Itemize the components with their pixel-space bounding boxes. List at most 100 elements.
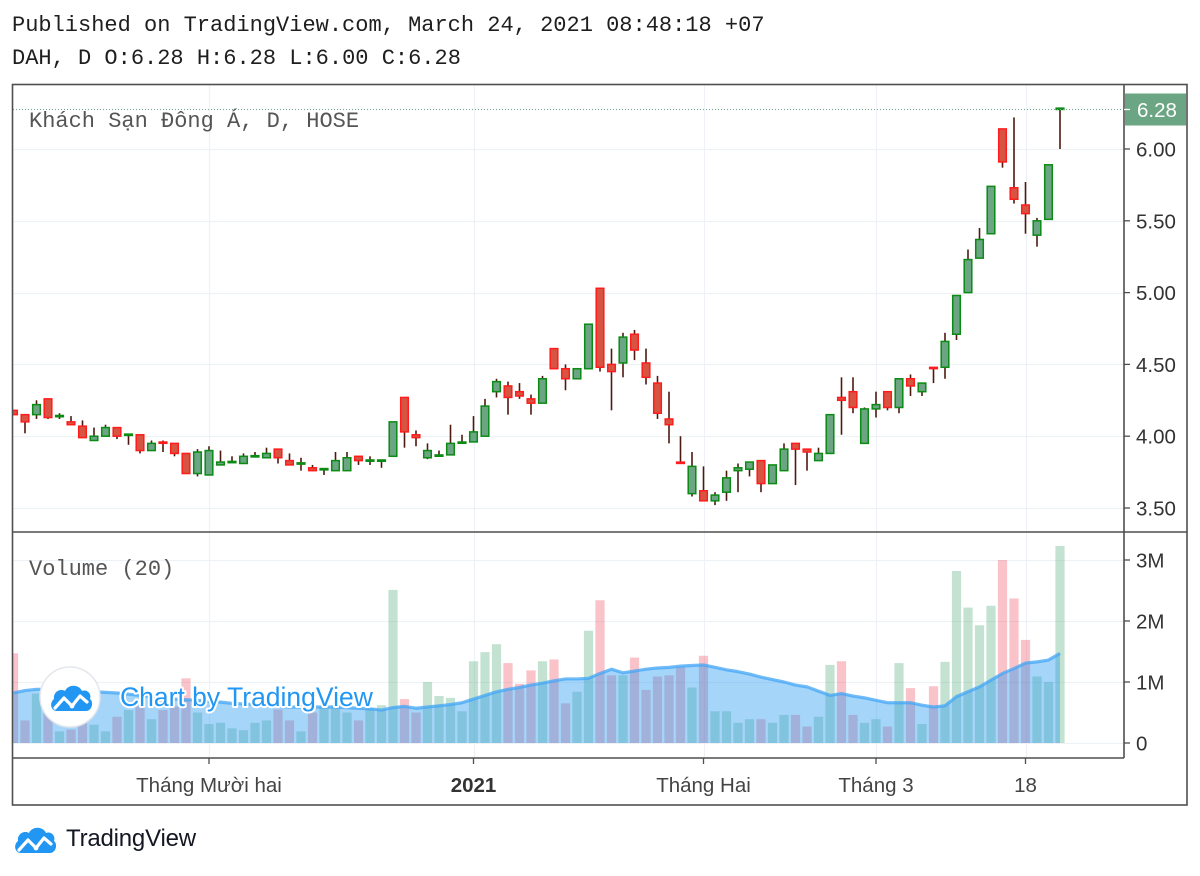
candle-body: [572, 367, 582, 380]
volume-bar: [468, 661, 479, 743]
candle-body: [388, 421, 398, 458]
volume-bar: [399, 699, 410, 743]
candle: [215, 450, 226, 466]
volume-legend[interactable]: Volume (20): [29, 557, 174, 582]
candle: [514, 383, 525, 399]
chart-frame: [11, 83, 1188, 806]
candle-body: [238, 455, 249, 465]
candle: [790, 442, 801, 486]
candle: [319, 467, 329, 475]
candle: [664, 391, 674, 444]
candle: [181, 452, 191, 475]
candle: [710, 492, 720, 506]
volume-axis-label: 3M: [1136, 550, 1164, 573]
volume-bar: [43, 709, 53, 743]
volume-pane-grid: [13, 559, 1123, 745]
candle-body: [468, 431, 479, 443]
candle: [537, 375, 548, 404]
volume-axis-label: 0: [1136, 733, 1147, 756]
footer-logo[interactable]: TradingView: [12, 822, 196, 856]
candle-body: [20, 413, 30, 423]
candle-body: [192, 451, 203, 475]
volume-ma-area: [13, 653, 1060, 743]
volume-bar: [13, 653, 19, 743]
volume-bar: [480, 652, 490, 743]
volume-bar: [641, 689, 651, 743]
volume-bar: [733, 722, 743, 743]
candle: [733, 463, 743, 493]
candle: [238, 453, 249, 465]
candle-body: [146, 442, 157, 452]
volume-bar: [1009, 598, 1019, 743]
candle: [20, 413, 30, 434]
volume-bar: [629, 657, 640, 743]
candle-body: [503, 385, 513, 399]
volume-bar: [422, 682, 433, 743]
time-grid: [208, 85, 1028, 757]
ohlc-close-value: 6.28: [408, 46, 461, 71]
candle: [767, 464, 778, 485]
time-axis[interactable]: Tháng Mười hai 2021 Tháng Hai Tháng 3 18: [136, 758, 1037, 797]
candle-body: [411, 434, 421, 439]
candle-body: [641, 362, 651, 379]
candle: [353, 455, 364, 465]
candle-body: [606, 363, 617, 373]
tradingview-logo-icon: [15, 827, 57, 853]
volume-axis-label: 2M: [1136, 611, 1164, 634]
volume-bar: [549, 659, 559, 743]
candle: [687, 452, 697, 497]
volume-bar: [54, 731, 65, 743]
candle: [917, 382, 927, 396]
ohlc-high: H:6.28: [197, 46, 276, 71]
price-axis-label: 3.50: [1136, 498, 1176, 521]
volume-axis[interactable]: 3M 2M 1M 0: [1124, 550, 1164, 756]
main-legend[interactable]: Khách Sạn Đông Á, D, HOSE: [29, 108, 359, 134]
candle: [204, 446, 214, 476]
candle-body: [940, 340, 950, 369]
price-axis[interactable]: 6.00 5.50 5.00 4.50 4.00 3.50 6.28: [1124, 93, 1186, 521]
candle-body: [698, 490, 709, 502]
price-pane-grid: [13, 148, 1123, 510]
candle: [560, 364, 571, 391]
volume-bar: [503, 663, 513, 743]
candle-body: [13, 409, 19, 416]
volume-bar: [20, 720, 30, 743]
candle: [928, 366, 939, 384]
candle-body: [974, 238, 985, 259]
volume-bar: [848, 714, 858, 743]
candle-body: [491, 380, 502, 393]
candle: [951, 294, 962, 340]
volume-bar: [491, 644, 502, 743]
candle: [997, 128, 1008, 168]
volume-series: [13, 545, 1065, 743]
volume-bar: [710, 711, 720, 743]
candle: [399, 396, 410, 448]
candle-body: [756, 459, 766, 485]
candle-body: [181, 452, 191, 475]
candle: [963, 249, 973, 294]
volume-bar: [721, 711, 732, 743]
candle: [376, 459, 387, 468]
volume-bar: [940, 661, 950, 743]
candle-body: [66, 421, 76, 426]
price-axis-label: 6.00: [1136, 139, 1176, 162]
candle-body: [1032, 220, 1042, 236]
candle: [1009, 117, 1019, 204]
candle: [169, 442, 180, 457]
candle: [905, 374, 916, 396]
last-price-label: 6.28: [1137, 99, 1177, 122]
candle-body: [871, 403, 881, 410]
candle: [227, 456, 237, 464]
candle-body: [1043, 164, 1054, 221]
candle: [112, 426, 122, 440]
candle: [296, 457, 306, 471]
volume-bar: [675, 667, 686, 743]
candle: [250, 452, 260, 458]
candle-body: [802, 448, 812, 453]
candle-body: [836, 396, 847, 402]
candle: [66, 416, 76, 426]
candle: [135, 434, 145, 454]
candle: [618, 332, 628, 378]
